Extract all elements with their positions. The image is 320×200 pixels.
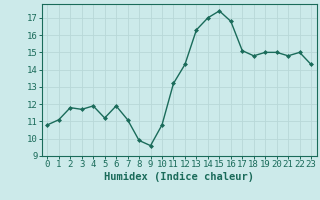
X-axis label: Humidex (Indice chaleur): Humidex (Indice chaleur) — [104, 172, 254, 182]
